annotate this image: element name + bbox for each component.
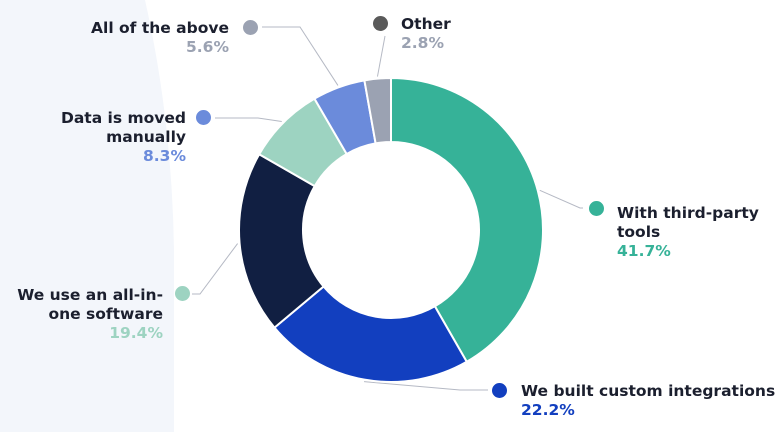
label-other-pct: 2.8% <box>401 34 444 52</box>
label-custom-integrations-pct: 22.2% <box>521 401 575 419</box>
label-all-above-name: All of the above <box>91 19 229 37</box>
leader-manual <box>215 117 282 122</box>
dot-custom-integrations <box>492 383 507 398</box>
label-third-party-name: With third-party tools <box>617 204 759 241</box>
label-third-party: With third-party tools 41.7% <box>617 204 759 261</box>
label-all-above: All of the above 5.6% <box>91 19 229 57</box>
dot-other <box>373 16 388 31</box>
label-third-party-pct: 41.7% <box>617 242 671 260</box>
leader-all-above <box>262 26 339 86</box>
label-custom-integrations-name: We built custom integrations <box>521 382 776 400</box>
label-all-above-pct: 5.6% <box>186 38 229 56</box>
leader-third-party <box>539 189 583 209</box>
label-all-in-one-pct: 19.4% <box>109 324 163 342</box>
slice-all-in-one <box>238 152 325 330</box>
label-manual-name: Data is moved manually <box>60 109 186 146</box>
label-manual-pct: 8.3% <box>143 147 186 165</box>
label-custom-integrations: We built custom integrations 22.2% <box>521 382 775 420</box>
dot-manual <box>196 110 211 125</box>
dot-all-above <box>243 20 258 35</box>
slice-custom-integrations <box>273 285 469 383</box>
dot-all-in-one <box>175 286 190 301</box>
slice-third-party <box>390 76 544 364</box>
slice-other <box>363 76 392 145</box>
leader-custom-integrations <box>364 381 488 391</box>
leader-other <box>376 35 386 77</box>
label-other-name: Other <box>401 15 451 33</box>
label-all-in-one: We use an all-in- one software 19.4% <box>17 286 163 343</box>
leader-all-in-one <box>192 243 238 295</box>
label-manual: Data is moved manually 8.3% <box>61 109 186 166</box>
label-other: Other 2.8% <box>401 15 451 53</box>
dot-third-party <box>589 201 604 216</box>
label-all-in-one-name: We use an all-in- one software <box>17 286 163 323</box>
